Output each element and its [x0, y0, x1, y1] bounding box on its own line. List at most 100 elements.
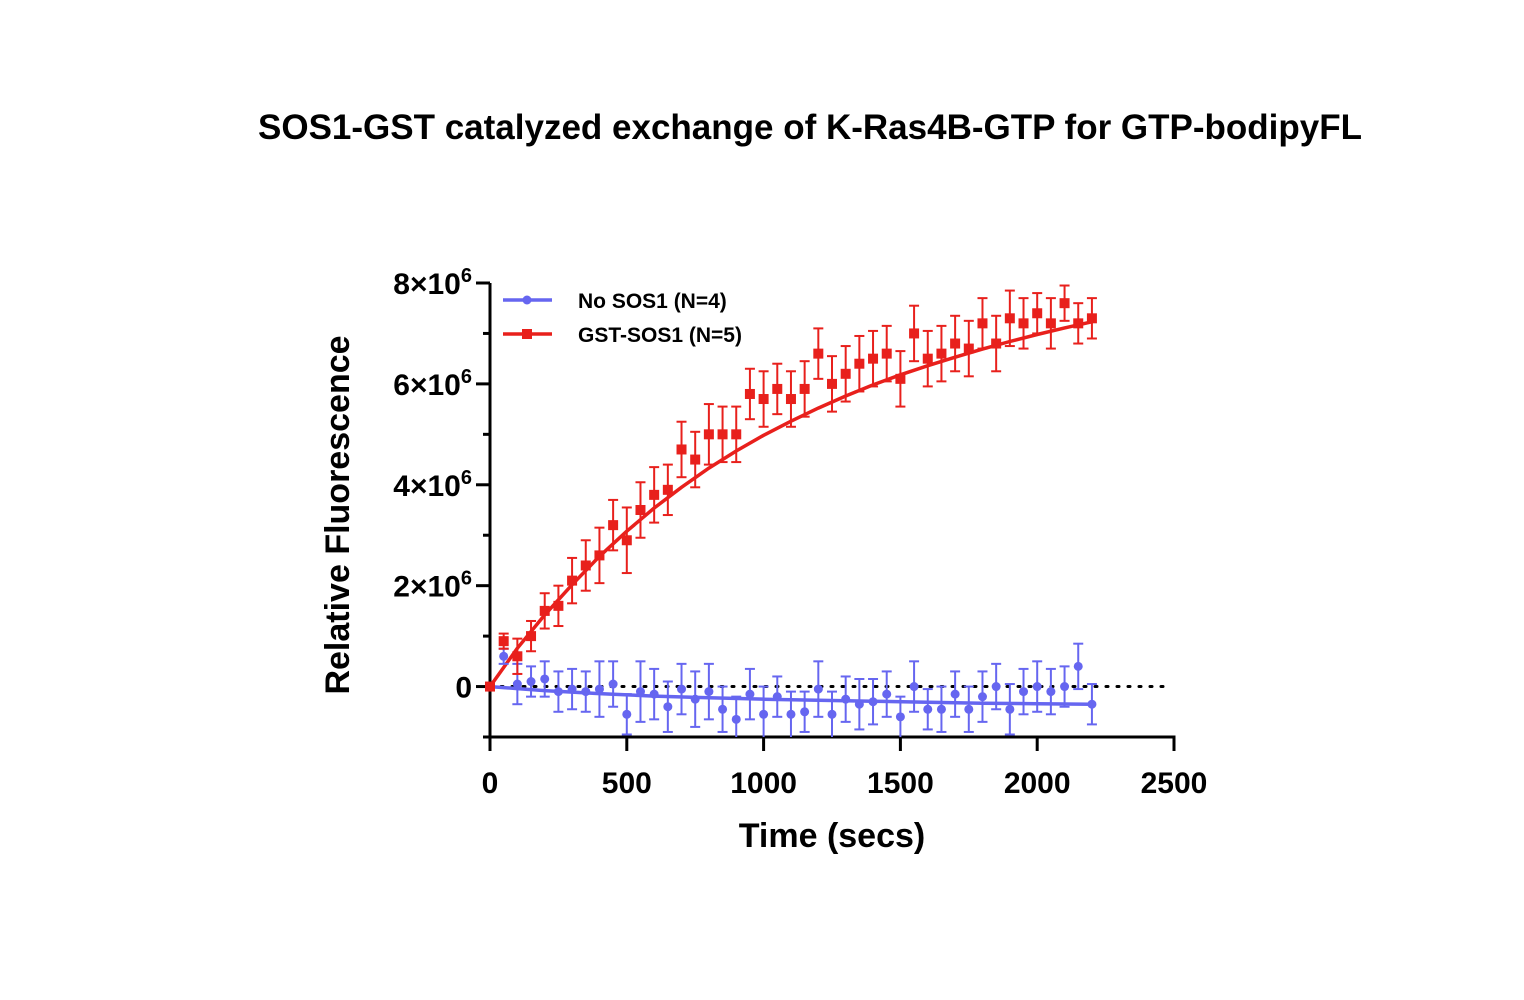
gst-sos1-point	[567, 575, 578, 586]
no-sos1-point	[635, 687, 645, 697]
no-sos1-point	[567, 684, 577, 694]
no-sos1-point	[950, 689, 960, 699]
gst-sos1-point	[963, 343, 974, 354]
gst-sos1-point	[854, 358, 865, 369]
gst-sos1-point	[950, 338, 961, 349]
error-bars	[498, 284, 1097, 737]
y-tick-label: 6×106	[393, 366, 472, 402]
gst-sos1-point	[703, 429, 714, 440]
no-sos1-point	[608, 679, 618, 689]
no-sos1-point	[786, 709, 796, 719]
x-tick-label: 1000	[730, 767, 797, 800]
gst-sos1-point	[840, 368, 851, 379]
no-sos1-point	[663, 702, 673, 712]
y-tick-label: 2×106	[393, 568, 472, 604]
gst-sos1-point	[799, 383, 810, 394]
gst-sos1-point	[717, 429, 728, 440]
gst-sos1-point	[580, 560, 591, 571]
no-sos1-point	[690, 694, 700, 704]
no-sos1-point	[1046, 687, 1056, 697]
y-tick-label: 0	[455, 672, 472, 705]
data-points	[485, 298, 1097, 724]
x-axis-title: Time (secs)	[739, 817, 925, 855]
no-sos1-point	[540, 674, 550, 684]
gst-sos1-point	[594, 550, 605, 561]
gst-sos1-point	[512, 651, 523, 662]
y-tick-label: 4×106	[393, 467, 472, 503]
no-sos1-point	[512, 679, 522, 689]
no-sos1-point	[854, 699, 864, 709]
gst-sos1-point	[1045, 318, 1056, 329]
gst-sos1-legend-marker	[522, 329, 532, 339]
gst-sos1-point	[868, 353, 879, 364]
gst-sos1-legend-label: GST-SOS1 (N=5)	[578, 324, 742, 347]
gst-sos1-point	[1018, 318, 1029, 329]
gst-sos1-point	[635, 505, 646, 515]
no-sos1-point	[718, 704, 728, 714]
gst-sos1-point	[621, 535, 632, 546]
gst-sos1-point	[1032, 308, 1043, 319]
gst-sos1-point	[731, 429, 742, 440]
no-sos1-point	[1032, 682, 1042, 692]
gst-sos1-point	[909, 328, 920, 339]
x-tick-label: 0	[482, 767, 499, 800]
no-sos1-point	[759, 709, 769, 719]
gst-sos1-point	[1073, 318, 1084, 329]
gst-sos1-point	[813, 348, 824, 359]
no-sos1-point	[1019, 687, 1029, 697]
gst-sos1-point	[758, 394, 769, 405]
gst-sos1-point	[785, 394, 796, 405]
no-sos1-point	[581, 687, 591, 697]
no-sos1-point	[594, 684, 604, 694]
no-sos1-point	[827, 709, 837, 719]
gst-sos1-point	[1086, 313, 1097, 324]
no-sos1-point	[800, 707, 810, 717]
gst-sos1-point	[977, 318, 988, 329]
no-sos1-point	[895, 712, 905, 722]
gst-sos1-point	[922, 353, 933, 364]
gst-sos1-point	[662, 484, 673, 495]
gst-sos1-point	[553, 600, 564, 611]
gst-sos1-point	[539, 605, 550, 616]
no-sos1-point	[649, 689, 659, 699]
x-tick-label: 2500	[1141, 767, 1208, 800]
no-sos1-point	[868, 697, 878, 707]
x-tick-label: 2000	[1004, 767, 1071, 800]
no-sos1-point	[936, 704, 946, 714]
no-sos1-point	[882, 689, 892, 699]
no-sos1-point	[909, 682, 919, 692]
no-sos1-point	[731, 714, 741, 724]
no-sos1-point	[1073, 661, 1083, 671]
gst-sos1-point	[772, 383, 783, 394]
no-sos1-legend-label: No SOS1 (N=4)	[578, 290, 727, 313]
no-sos1-point	[526, 677, 536, 687]
axis-labels: 0 500 1000 1500 2000 2500 0 2×106 4×106 6×106 8×10…	[319, 265, 1207, 855]
gst-sos1-point	[827, 378, 837, 389]
no-sos1-point	[677, 684, 687, 694]
no-sos1-point	[553, 687, 563, 697]
x-tick-label: 1500	[867, 767, 934, 800]
no-sos1-point	[1005, 704, 1015, 714]
gst-sos1-point	[676, 444, 687, 455]
legend: No SOS1 (N=4) GST-SOS1 (N=5)	[503, 290, 742, 347]
no-sos1-legend-marker	[522, 295, 532, 305]
y-axis-title: Relative Fluorescence	[319, 335, 357, 694]
gst-sos1-point	[498, 636, 509, 647]
chart-title: SOS1-GST catalyzed exchange of K-Ras4B-G…	[258, 108, 1362, 147]
gst-sos1-point	[991, 338, 1002, 349]
gst-sos1-point	[744, 388, 755, 399]
no-sos1-point	[772, 692, 782, 702]
gst-sos1-point	[690, 454, 701, 465]
no-sos1-point	[813, 684, 823, 694]
no-sos1-point	[964, 704, 974, 714]
no-sos1-point	[1087, 699, 1097, 709]
no-sos1-point	[499, 651, 509, 661]
no-sos1-point	[841, 694, 851, 704]
no-sos1-point	[991, 682, 1001, 692]
no-sos1-point	[977, 692, 987, 702]
x-tick-label: 500	[602, 767, 652, 800]
gst-sos1-point	[895, 373, 906, 384]
gst-sos1-point	[936, 348, 947, 359]
gst-sos1-point	[608, 520, 619, 531]
